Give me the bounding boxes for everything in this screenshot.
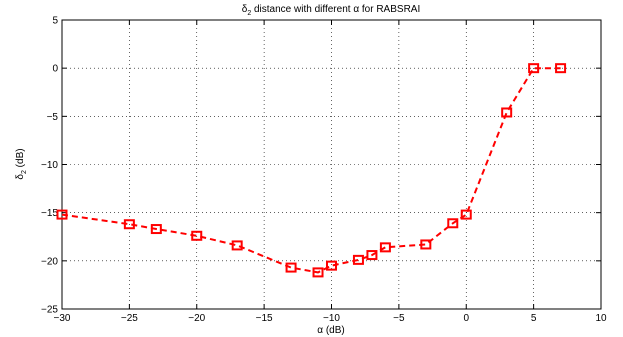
data-point-marker <box>285 262 297 273</box>
xlabel-alpha: α <box>317 325 323 336</box>
data-point-marker <box>312 267 324 278</box>
data-point-marker <box>501 107 513 118</box>
data-point-marker <box>366 250 378 261</box>
data-point-marker <box>555 63 567 74</box>
x-tick-label: −15 <box>256 313 273 324</box>
y-tick-label: −10 <box>41 160 58 171</box>
title-subscript: 2 <box>247 10 251 17</box>
data-point-marker <box>379 242 391 253</box>
title-text: distance with different <box>251 4 353 15</box>
y-tick-label: 0 <box>52 64 58 75</box>
x-tick-label: −5 <box>393 313 405 324</box>
chart-title: δ2 distance with different α for RABSRAI <box>242 4 421 17</box>
data-point-marker <box>123 219 135 230</box>
data-point-marker <box>56 209 68 220</box>
y-tick-label: 5 <box>52 16 58 27</box>
data-point-marker <box>528 63 540 74</box>
ylabel-delta: δ <box>15 174 26 180</box>
series-line <box>61 67 561 274</box>
x-tick-label: −20 <box>188 313 205 324</box>
data-point-marker <box>326 260 337 271</box>
series-red <box>56 63 567 278</box>
y-tick-label: −20 <box>41 256 58 267</box>
grid-lines <box>62 20 601 309</box>
y-tick-labels: −25 −20 −15 −10 −5 0 5 <box>41 16 58 316</box>
data-point-marker <box>352 254 364 265</box>
xlabel-unit: (dB) <box>323 325 345 336</box>
data-point-marker <box>150 224 162 235</box>
title-suffix: for RABSRAI <box>359 4 420 15</box>
y-tick-label: −25 <box>41 305 58 316</box>
data-point-marker <box>420 239 432 250</box>
x-tick-label: −25 <box>121 313 138 324</box>
data-point-marker <box>231 240 243 251</box>
data-point-marker <box>460 209 472 220</box>
x-tick-label: −10 <box>323 313 340 324</box>
x-tick-label: 10 <box>595 313 607 324</box>
axis-ticks <box>61 19 602 310</box>
ylabel-unit: (dB) <box>15 148 26 170</box>
y-tick-label: −5 <box>47 112 59 123</box>
x-tick-label: 5 <box>531 313 537 324</box>
title-alpha: α <box>353 4 359 15</box>
x-axis-label: α (dB) <box>317 325 344 336</box>
x-tick-label: 0 <box>463 313 469 324</box>
title-delta: δ <box>242 4 248 15</box>
x-tick-labels: −30 −25 −20 −15 −10 −5 0 5 10 <box>54 313 607 324</box>
data-point-marker <box>191 230 203 241</box>
y-tick-label: −15 <box>41 208 58 219</box>
y-axis-label: δ2 (dB) <box>15 148 28 179</box>
ylabel-subscript: 2 <box>21 170 28 174</box>
data-point-marker <box>447 218 459 229</box>
x-tick-label: −30 <box>54 313 71 324</box>
